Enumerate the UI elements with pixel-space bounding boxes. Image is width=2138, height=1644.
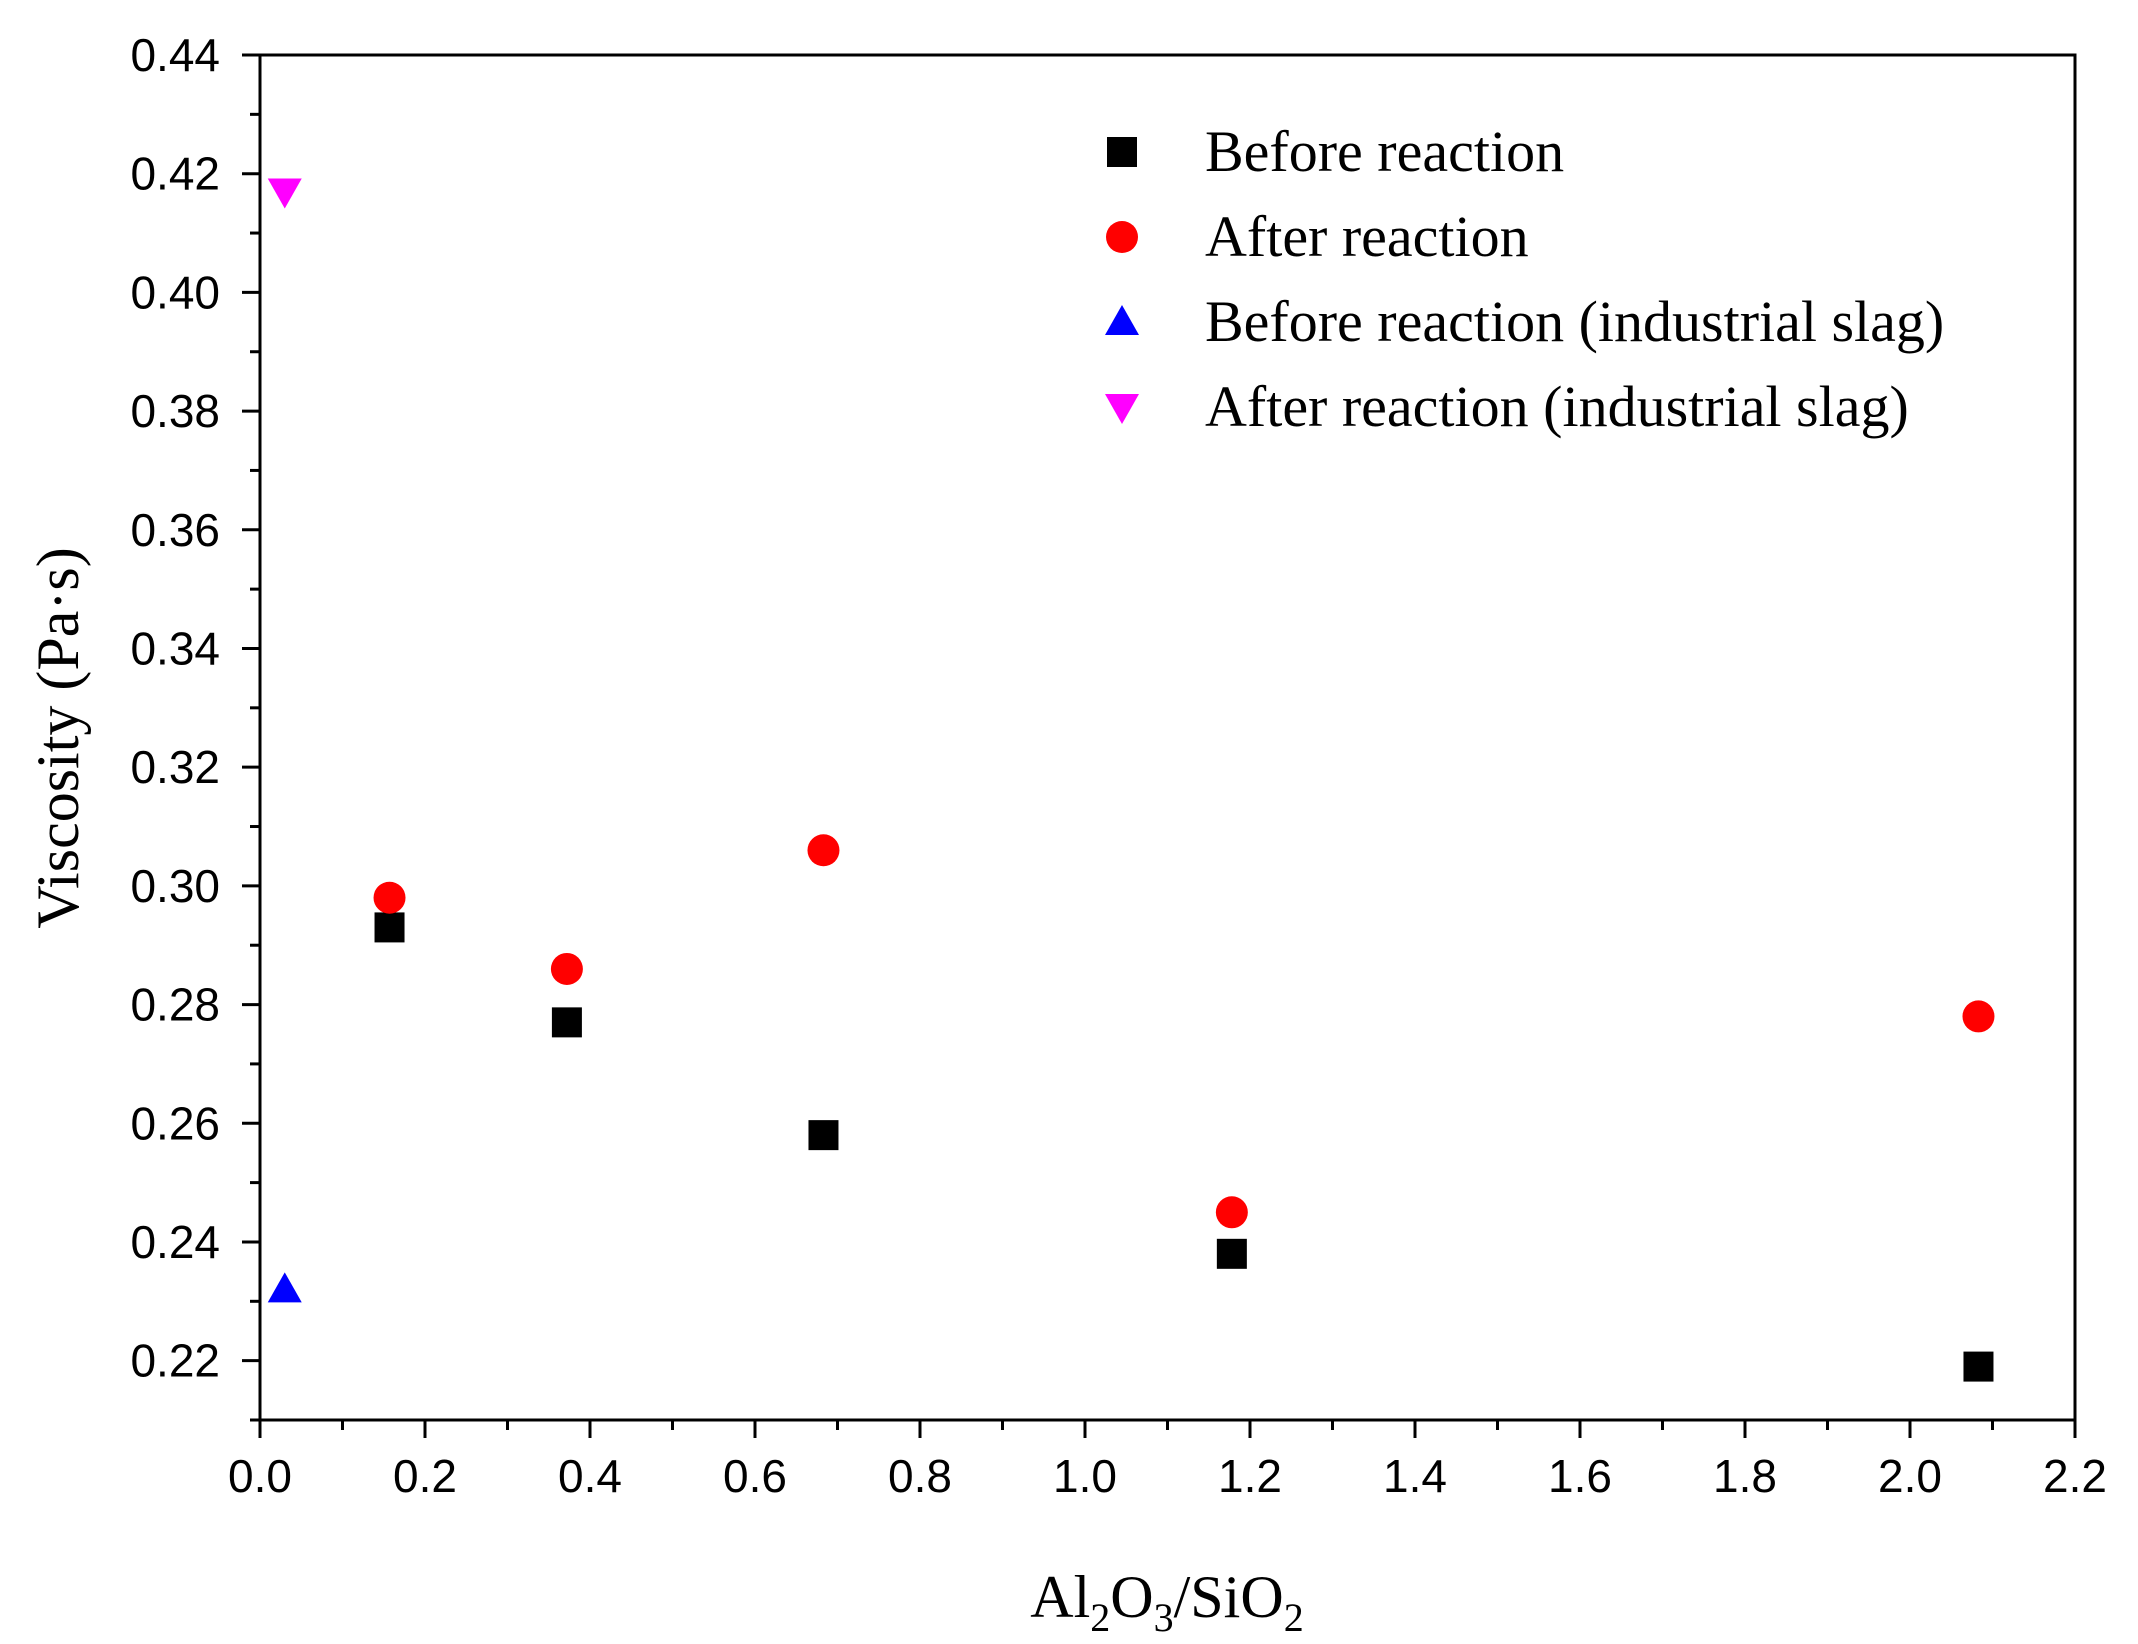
legend-label-0: Before reaction bbox=[1205, 119, 1564, 184]
y-tick-label: 0.30 bbox=[130, 860, 220, 912]
data-point-series-1 bbox=[1215, 1196, 1248, 1229]
x-tick-label: 1.8 bbox=[1713, 1450, 1777, 1502]
x-tick-label: 0.8 bbox=[888, 1450, 952, 1502]
x-axis-title-sub2: 3 bbox=[1154, 1595, 1174, 1640]
data-point-series-3 bbox=[267, 178, 302, 209]
y-tick-label: 0.36 bbox=[130, 504, 220, 556]
x-axis-title-mid2: /SiO bbox=[1174, 1564, 1284, 1630]
legend-marker-3 bbox=[1105, 394, 1139, 424]
x-axis-title-sub1: 2 bbox=[1090, 1595, 1110, 1640]
y-axis-ticks: 0.22 0.24 0.26 0.28 0.30 0.32 0.34 0.36 0.38 0.40… bbox=[130, 29, 260, 1422]
x-tick-label: 0.0 bbox=[228, 1450, 292, 1502]
legend-label-1: After reaction bbox=[1205, 204, 1529, 269]
data-point-series-2 bbox=[267, 1272, 302, 1303]
y-tick-label: 0.26 bbox=[130, 1097, 220, 1149]
x-axis-ticks: 0.0 0.2 0.4 0.6 0.8 1.0 1.2 1.4 1.6 1.8 2.0 2.2 bbox=[228, 1420, 2107, 1502]
data-point-series-0 bbox=[808, 1120, 839, 1151]
y-tick-label: 0.28 bbox=[130, 979, 220, 1031]
x-axis-title-main: Al bbox=[1030, 1564, 1090, 1630]
x-tick-label: 1.0 bbox=[1053, 1450, 1117, 1502]
x-tick-label: 1.4 bbox=[1383, 1450, 1447, 1502]
y-tick-label: 0.40 bbox=[130, 266, 220, 318]
y-tick-label: 0.38 bbox=[130, 385, 220, 437]
data-point-series-0 bbox=[374, 912, 405, 943]
legend-marker-0 bbox=[1107, 137, 1137, 167]
legend: Before reaction After reaction Before reac… bbox=[1105, 119, 1944, 439]
data-point-series-1 bbox=[807, 834, 840, 867]
x-axis-title-mid1: O bbox=[1110, 1564, 1153, 1630]
x-tick-label: 2.0 bbox=[1878, 1450, 1942, 1502]
legend-marker-1 bbox=[1106, 221, 1138, 253]
x-tick-label: 2.2 bbox=[2043, 1450, 2107, 1502]
x-tick-label: 0.4 bbox=[558, 1450, 622, 1502]
y-tick-label: 0.22 bbox=[130, 1335, 220, 1387]
x-tick-label: 1.6 bbox=[1548, 1450, 1612, 1502]
x-axis-title-sub3: 2 bbox=[1284, 1595, 1304, 1640]
y-tick-label: 0.34 bbox=[130, 622, 220, 674]
data-point-series-1 bbox=[550, 952, 583, 985]
x-tick-label: 0.2 bbox=[393, 1450, 457, 1502]
y-tick-label: 0.42 bbox=[130, 148, 220, 200]
legend-marker-2 bbox=[1105, 305, 1139, 335]
y-tick-label: 0.32 bbox=[130, 741, 220, 793]
data-point-series-1 bbox=[1962, 1000, 1995, 1033]
data-point-series-0 bbox=[551, 1007, 582, 1038]
legend-label-3: After reaction (industrial slag) bbox=[1205, 374, 1909, 439]
y-axis-title: Viscosity (Pa·s) bbox=[25, 547, 91, 928]
data-points bbox=[267, 178, 1995, 1382]
data-point-series-1 bbox=[373, 881, 406, 914]
y-tick-label: 0.44 bbox=[130, 29, 220, 81]
x-axis-title: Al2O3/SiO2 bbox=[1030, 1564, 1303, 1640]
x-tick-label: 0.6 bbox=[723, 1450, 787, 1502]
data-point-series-0 bbox=[1963, 1351, 1994, 1382]
plot-area bbox=[258, 53, 2077, 1422]
data-point-series-0 bbox=[1216, 1238, 1247, 1269]
y-tick-label: 0.24 bbox=[130, 1216, 220, 1268]
legend-label-2: Before reaction (industrial slag) bbox=[1205, 289, 1944, 354]
x-tick-label: 1.2 bbox=[1218, 1450, 1282, 1502]
